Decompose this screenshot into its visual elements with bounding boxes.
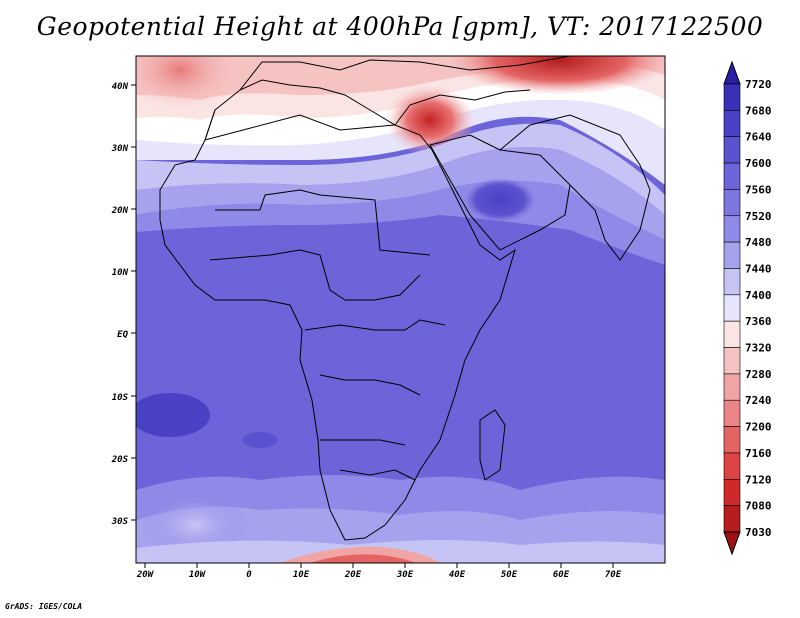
colorbar-level-label: 7680: [745, 104, 772, 117]
map-title: Geopotential Height at 400hPa [gpm], VT:…: [36, 12, 764, 41]
colorbar-level-label: 7640: [745, 131, 772, 144]
lon-label: 60E: [553, 570, 570, 580]
colorbar-swatch: [723, 215, 741, 243]
colorbar-level-label: 7520: [745, 210, 772, 223]
longitude-axis: [144, 563, 614, 568]
colorbar-swatch: [723, 478, 741, 506]
lat-label: 30S: [111, 517, 129, 527]
colorbar-level-label: 7120: [745, 473, 772, 486]
colorbar-swatch: [723, 241, 741, 269]
lat-label: 40N: [112, 82, 129, 92]
colorbar-level-label: 7280: [745, 368, 772, 381]
colorbar-level-label: 7240: [745, 394, 772, 407]
colorbar-swatch: [723, 347, 741, 375]
colorbar-swatch: [723, 426, 741, 454]
colorbar-swatch: [723, 110, 741, 138]
colorbar-level-label: 7440: [745, 262, 772, 275]
colorbar-swatch: [723, 373, 741, 401]
lon-label: 50E: [501, 570, 518, 580]
colorbar-level-label: 7600: [745, 157, 772, 170]
colorbar-level-label: 7360: [745, 315, 772, 328]
coastlines: [159, 56, 651, 541]
colorbar-swatch: [723, 136, 741, 164]
lon-label: 30E: [396, 570, 414, 580]
lat-label: 20N: [111, 206, 129, 216]
colorbar-level-label: 7320: [745, 342, 772, 355]
colorbar-min-arrow: [723, 531, 741, 556]
latitude-axis: [131, 84, 136, 521]
colorbar-level-label: 7720: [745, 78, 772, 91]
colorbar-max-arrow: [723, 60, 741, 85]
lat-label: EQ: [117, 330, 128, 340]
colorbar-swatch: [723, 83, 741, 111]
lon-label: 0: [246, 570, 252, 580]
grads-credit: GrADS: IGES/COLA: [5, 602, 83, 611]
colorbar-swatch: [723, 268, 741, 296]
lon-label: 40E: [449, 570, 466, 580]
colorbar: 7720 7680 7640 7600 7560 7520 7480 7440 7400 7360…: [723, 60, 772, 556]
colorbar-swatch: [723, 162, 741, 190]
lat-label: 10N: [112, 268, 129, 278]
lon-label: 10E: [293, 570, 310, 580]
geopotential-field: [136, 56, 665, 563]
colorbar-swatch: [723, 505, 741, 533]
colorbar-level-label: 7030: [745, 526, 772, 539]
lat-label: 20S: [111, 455, 129, 465]
colorbar-swatch: [723, 189, 741, 217]
lon-label: 10W: [189, 570, 207, 580]
colorbar-swatch: [723, 452, 741, 480]
colorbar-swatch: [723, 294, 741, 322]
colorbar-swatch: [723, 399, 741, 427]
lon-label: 20E: [344, 570, 362, 580]
colorbar-level-label: 7080: [745, 500, 772, 513]
colorbar-level-label: 7200: [745, 421, 772, 434]
lon-label: 20W: [136, 570, 155, 580]
lat-label: 10S: [112, 393, 129, 403]
lat-label: 30N: [111, 144, 129, 154]
colorbar-level-label: 7560: [745, 183, 772, 196]
map-frame: [135, 55, 666, 564]
colorbar-swatch: [723, 320, 741, 348]
lon-label: 70E: [605, 570, 622, 580]
colorbar-level-label: 7480: [745, 236, 772, 249]
colorbar-level-label: 7400: [745, 289, 772, 302]
colorbar-level-label: 7160: [745, 447, 772, 460]
